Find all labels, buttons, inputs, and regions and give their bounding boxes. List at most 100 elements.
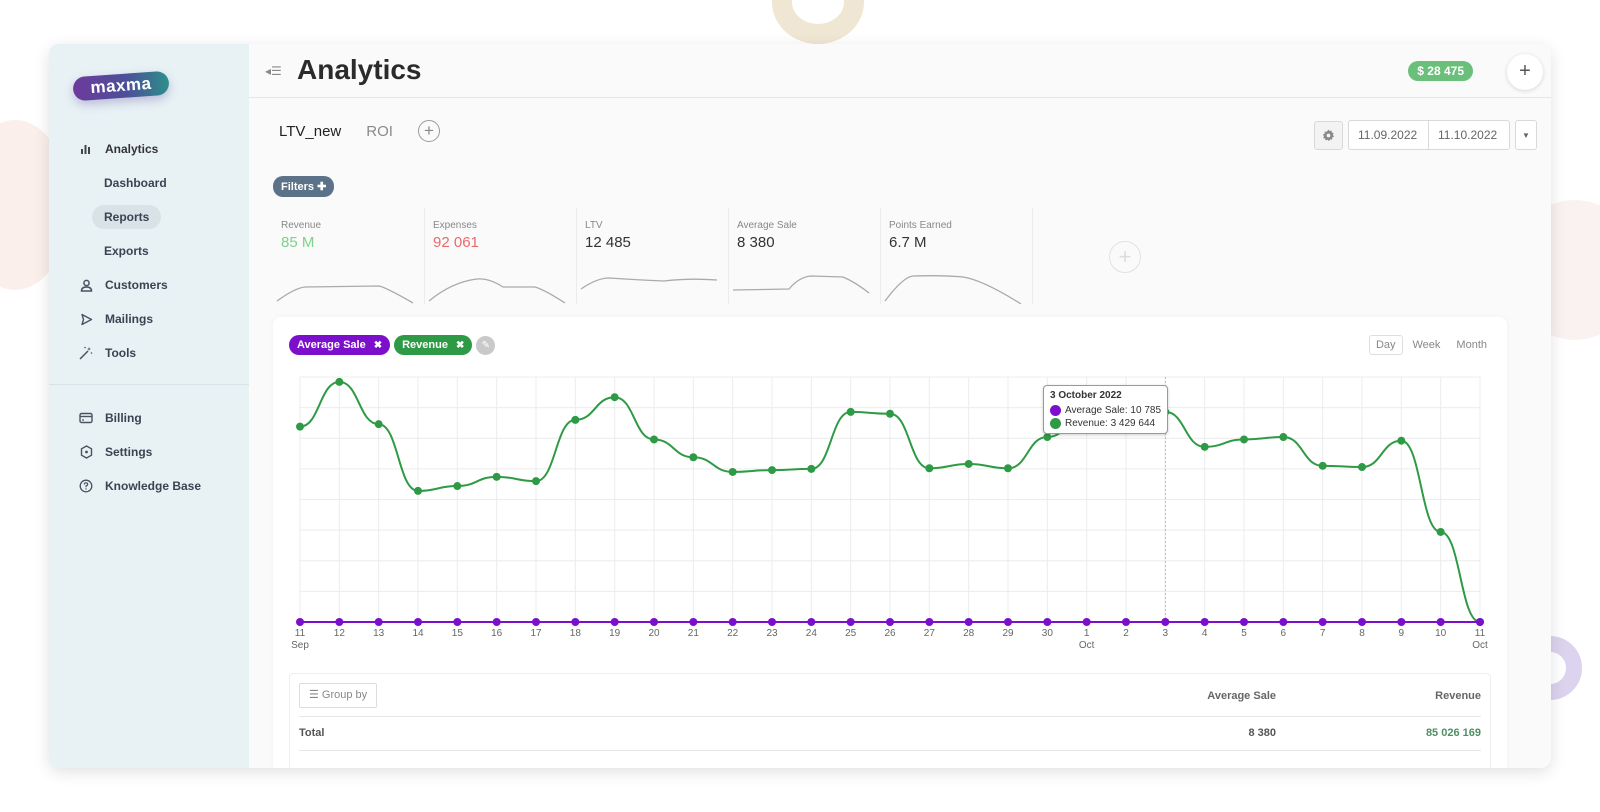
sidebar-item-label: Reports bbox=[92, 205, 162, 229]
legend-dot-icon bbox=[1050, 405, 1061, 416]
metric-average-sale[interactable]: Average Sale 8 380 bbox=[729, 208, 881, 304]
date-range-dropdown[interactable]: ▼ bbox=[1515, 120, 1537, 150]
svg-text:16: 16 bbox=[491, 628, 503, 639]
sidebar-nav: Analytics Dashboard Reports Exports Cust… bbox=[49, 132, 249, 503]
tooltip-row-label: Average Sale: 10 785 bbox=[1065, 405, 1162, 416]
metric-revenue[interactable]: Revenue 85 M bbox=[273, 208, 425, 304]
add-metric-button[interactable]: + bbox=[1109, 241, 1141, 273]
list-icon: ☰ bbox=[309, 689, 322, 701]
svg-text:Oct: Oct bbox=[1472, 640, 1488, 651]
svg-text:10: 10 bbox=[1435, 628, 1447, 639]
metric-label: Points Earned bbox=[889, 220, 952, 231]
close-icon[interactable]: ✖ bbox=[455, 339, 465, 351]
sidebar-item-label: Settings bbox=[105, 445, 153, 459]
column-header-revenue[interactable]: Revenue bbox=[1435, 690, 1481, 702]
svg-text:24: 24 bbox=[806, 628, 818, 639]
send-icon bbox=[79, 312, 93, 326]
sidebar-item-label: Mailings bbox=[105, 312, 154, 326]
svg-text:11: 11 bbox=[1475, 628, 1486, 639]
tab-ltv-new[interactable]: LTV_new bbox=[279, 122, 342, 140]
period-switcher: Day Week Month bbox=[1365, 335, 1493, 355]
group-by-button[interactable]: ☰ Group by bbox=[299, 683, 378, 708]
metric-value: 85 M bbox=[281, 234, 315, 251]
logo[interactable]: maxma bbox=[72, 70, 170, 102]
tooltip-row: Average Sale: 10 785 bbox=[1050, 405, 1161, 416]
sidebar-item-knowledge-base[interactable]: Knowledge Base bbox=[49, 469, 249, 503]
metric-label: LTV bbox=[585, 220, 603, 231]
sidebar-item-mailings[interactable]: Mailings bbox=[49, 302, 249, 336]
svg-text:9: 9 bbox=[1399, 628, 1405, 639]
metric-label: Expenses bbox=[433, 220, 477, 231]
chip-average-sale[interactable]: Average Sale ✖ bbox=[289, 335, 391, 355]
data-table: ☰ Group by Average Sale Revenue Total 8 … bbox=[289, 673, 1491, 768]
add-button[interactable]: + bbox=[1507, 54, 1543, 90]
metric-value: 12 485 bbox=[585, 234, 631, 251]
period-week[interactable]: Week bbox=[1412, 339, 1441, 351]
svg-text:11: 11 bbox=[295, 628, 306, 639]
metric-label: Revenue bbox=[281, 220, 322, 231]
svg-text:23: 23 bbox=[766, 628, 778, 639]
period-day[interactable]: Day bbox=[1368, 335, 1403, 355]
date-to-input[interactable]: 11.10.2022 bbox=[1429, 120, 1510, 150]
credit-card-icon bbox=[79, 411, 93, 425]
pencil-icon[interactable]: ✎ bbox=[476, 335, 496, 355]
svg-text:Oct: Oct bbox=[1079, 640, 1095, 651]
sidebar-item-billing[interactable]: Billing bbox=[49, 401, 249, 435]
chip-label: Average Sale bbox=[297, 339, 366, 351]
sparkline bbox=[580, 277, 718, 290]
sidebar-item-dashboard[interactable]: Dashboard bbox=[49, 166, 249, 200]
sidebar-divider bbox=[49, 384, 249, 385]
svg-text:12: 12 bbox=[334, 628, 346, 639]
metric-expenses[interactable]: Expenses 92 061 bbox=[425, 208, 577, 304]
sidebar: maxma Analytics Dashboard Reports Export… bbox=[49, 44, 249, 768]
sidebar-item-label: Analytics bbox=[105, 142, 159, 156]
period-month[interactable]: Month bbox=[1456, 339, 1487, 351]
sidebar-item-exports[interactable]: Exports bbox=[49, 234, 249, 268]
column-header-average-sale[interactable]: Average Sale bbox=[1207, 690, 1276, 702]
sidebar-item-settings[interactable]: Settings bbox=[49, 435, 249, 469]
user-icon bbox=[79, 278, 93, 292]
sparkline bbox=[884, 275, 1022, 304]
page-title: Analytics bbox=[297, 54, 422, 85]
add-tab-button[interactable]: + bbox=[417, 120, 440, 142]
tooltip-row: Revenue: 3 429 644 bbox=[1050, 418, 1161, 429]
cell-average-sale: 8 380 bbox=[1248, 727, 1276, 739]
cell-revenue: 85 026 169 bbox=[1425, 727, 1481, 739]
svg-text:18: 18 bbox=[570, 628, 582, 639]
sidebar-item-label: Dashboard bbox=[104, 176, 167, 190]
report-tabs: LTV_new ROI + bbox=[279, 120, 440, 142]
date-from-input[interactable]: 11.09.2022 bbox=[1348, 120, 1429, 150]
series-chips: Average Sale ✖ Revenue ✖ ✎ bbox=[289, 335, 496, 355]
sidebar-item-reports[interactable]: Reports bbox=[49, 200, 249, 234]
metric-label: Average Sale bbox=[737, 220, 797, 231]
metric-value: 92 061 bbox=[433, 234, 479, 251]
collapse-sidebar-icon[interactable]: ◂☰ bbox=[265, 64, 282, 78]
svg-text:29: 29 bbox=[1002, 628, 1014, 639]
svg-text:14: 14 bbox=[412, 628, 424, 639]
balance-badge[interactable]: $ 28 475 bbox=[1408, 61, 1473, 81]
svg-text:7: 7 bbox=[1320, 628, 1326, 639]
row-divider bbox=[299, 750, 1481, 751]
sidebar-item-label: Exports bbox=[104, 244, 149, 258]
group-by-label: Group by bbox=[321, 689, 368, 701]
chip-revenue[interactable]: Revenue ✖ bbox=[394, 335, 473, 355]
metric-ltv[interactable]: LTV 12 485 bbox=[577, 208, 729, 304]
sidebar-item-customers[interactable]: Customers bbox=[49, 268, 249, 302]
svg-text:19: 19 bbox=[609, 628, 621, 639]
row-divider bbox=[299, 716, 1481, 717]
svg-text:5: 5 bbox=[1241, 628, 1247, 639]
svg-text:3: 3 bbox=[1163, 628, 1169, 639]
tab-roi[interactable]: ROI bbox=[366, 122, 393, 140]
close-icon[interactable]: ✖ bbox=[373, 339, 383, 351]
svg-text:15: 15 bbox=[452, 628, 464, 639]
svg-text:26: 26 bbox=[884, 628, 896, 639]
metrics-row: Revenue 85 M Expenses 92 061 LTV 12 485 … bbox=[273, 208, 1033, 304]
sidebar-item-analytics[interactable]: Analytics bbox=[49, 132, 249, 166]
metric-points-earned[interactable]: Points Earned 6.7 M bbox=[881, 208, 1033, 304]
settings-button[interactable] bbox=[1314, 120, 1343, 150]
filters-button[interactable]: Filters ✚ bbox=[273, 176, 335, 197]
tooltip-row-label: Revenue: 3 429 644 bbox=[1065, 418, 1156, 429]
svg-text:1: 1 bbox=[1084, 628, 1090, 639]
sidebar-item-tools[interactable]: Tools bbox=[49, 336, 249, 370]
